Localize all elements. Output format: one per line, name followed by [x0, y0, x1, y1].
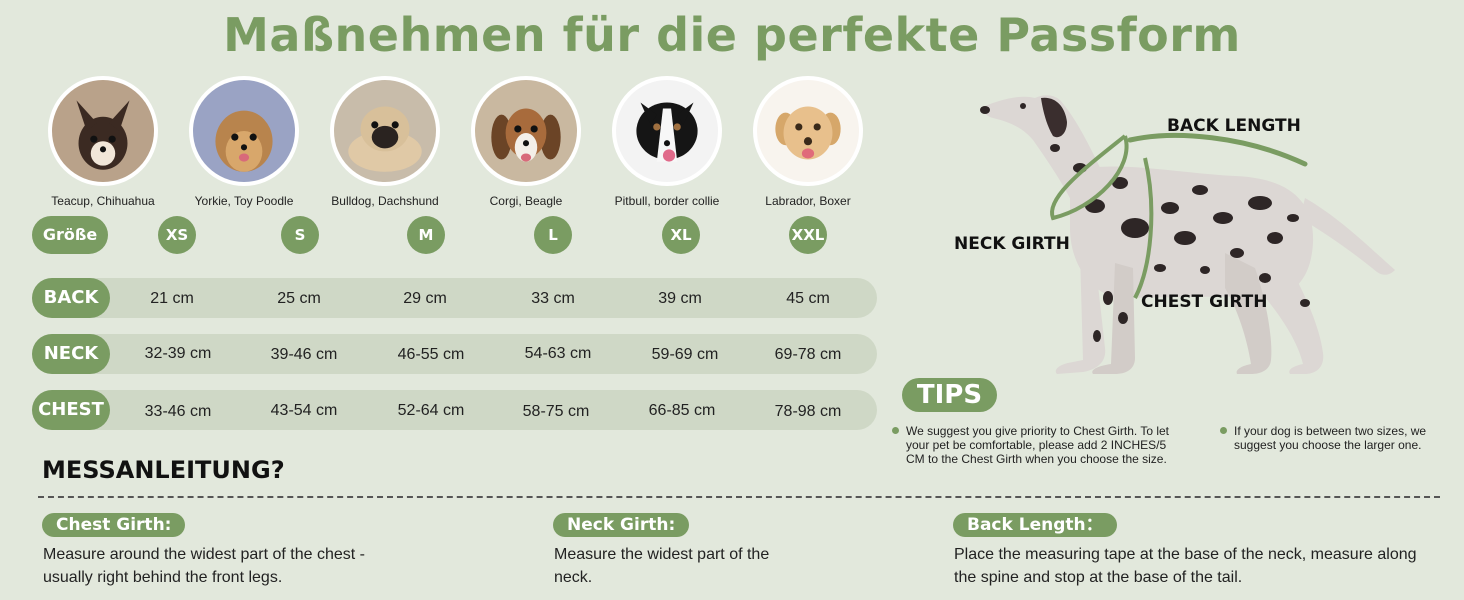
table-cell: 58-75 cm: [522, 403, 590, 420]
chest-girth-label: CHEST GIRTH: [1141, 292, 1268, 312]
row-label-chest: CHEST: [32, 390, 110, 430]
breed-label: Teacup, Chihuahua: [51, 194, 155, 208]
back-length-description: Place the measuring tape at the base of …: [954, 546, 1417, 586]
neck-girth-description: Measure the widest part of the neck.: [554, 546, 770, 586]
dalmatian-illustration: [980, 95, 1395, 374]
breed-labrador: Labrador, Boxer: [743, 76, 873, 208]
table-cell: 21 cm: [150, 290, 194, 307]
table-cell: 39 cm: [658, 290, 702, 307]
back-length-line: [1127, 132, 1308, 167]
breed-portraits: Teacup, Chihuahua Yorkie, Toy Poodle Bul…: [38, 76, 878, 208]
size-badge-xxl: XXL: [789, 216, 827, 254]
breed-label: Bulldog, Dachshund: [331, 194, 439, 208]
breed-yorkie: Yorkie, Toy Poodle: [179, 76, 309, 208]
table-cell: 52-64 cm: [397, 402, 465, 419]
page-title: Maßnehmen für die perfekte Passform: [223, 8, 1241, 62]
chihuahua-photo: [48, 76, 158, 186]
size-table-row-back: [32, 278, 877, 318]
neck-girth-label: NECK GIRTH: [954, 234, 1070, 254]
labrador-photo: [753, 76, 863, 186]
table-cell: 39-46 cm: [270, 346, 338, 363]
breed-beagle: Corgi, Beagle: [461, 76, 591, 208]
breed-bulldog: Bulldog, Dachshund: [320, 76, 450, 208]
tip-item: We suggest you give priority to Chest Gi…: [892, 424, 1182, 466]
chest-girth-tag: Chest Girth:: [42, 513, 186, 537]
breed-label: Corgi, Beagle: [489, 194, 563, 208]
size-badge-m: M: [407, 216, 445, 254]
size-badge-xl: XL: [662, 216, 700, 254]
yorkie-photo: [189, 76, 299, 186]
table-cell: 78-98 cm: [774, 403, 842, 420]
bullet-icon: [892, 427, 899, 434]
table-cell: 32-39 cm: [144, 345, 212, 362]
row-label-back: BACK: [32, 278, 110, 318]
breed-label: Pitbull, border collie: [614, 194, 720, 208]
table-cell: 54-63 cm: [524, 345, 592, 362]
neck-girth-tag: Neck Girth:: [553, 513, 690, 537]
chest-girth-description: Measure around the widest part of the ch…: [43, 546, 365, 586]
table-cell: 66-85 cm: [648, 402, 716, 419]
breed-label: Yorkie, Toy Poodle: [194, 194, 294, 208]
breed-border-collie: Pitbull, border collie: [602, 76, 732, 208]
instructions-heading: MESSANLEITUNG?: [42, 456, 285, 484]
tips-badge: TIPS: [902, 378, 997, 412]
neck-girth-line: [1049, 134, 1129, 221]
back-length-label: BACK LENGTH: [1167, 116, 1301, 136]
tip-item: If your dog is between two sizes, we sug…: [1220, 424, 1435, 452]
back-length-tag: Back Length：: [953, 513, 1117, 537]
dashed-divider: [38, 496, 1440, 498]
table-cell: 46-55 cm: [397, 346, 465, 363]
table-cell: 69-78 cm: [774, 346, 842, 363]
bullet-icon: [1220, 427, 1227, 434]
table-cell: 33 cm: [531, 290, 575, 307]
dalmatian-measurement-diagram: [980, 95, 1395, 374]
chest-girth-line: [1133, 157, 1154, 299]
border-collie-photo: [612, 76, 722, 186]
size-badge-s: S: [281, 216, 319, 254]
row-label-neck: NECK: [32, 334, 110, 374]
breed-chihuahua: Teacup, Chihuahua: [38, 76, 168, 208]
size-badge-xs: XS: [158, 216, 196, 254]
beagle-photo: [471, 76, 581, 186]
breed-label: Labrador, Boxer: [765, 194, 851, 208]
table-cell: 59-69 cm: [651, 346, 719, 363]
table-cell: 43-54 cm: [270, 402, 338, 419]
size-header-label: Größe: [32, 216, 108, 254]
table-cell: 25 cm: [277, 290, 321, 307]
size-badge-l: L: [534, 216, 572, 254]
table-cell: 33-46 cm: [144, 403, 212, 420]
table-cell: 45 cm: [786, 290, 830, 307]
size-table-row-chest: [32, 390, 877, 430]
size-table-row-neck: [32, 334, 877, 374]
table-cell: 29 cm: [403, 290, 447, 307]
bulldog-photo: [330, 76, 440, 186]
